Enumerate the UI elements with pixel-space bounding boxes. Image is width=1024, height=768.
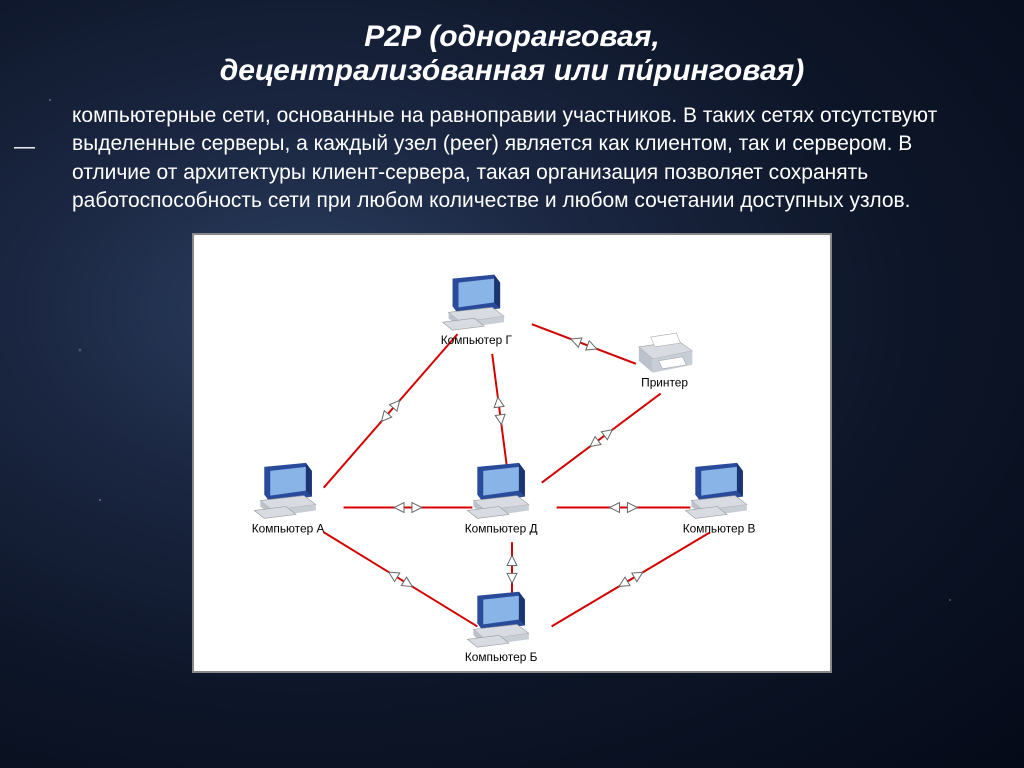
pc-node-icon: Компьютер Б	[465, 592, 538, 664]
title-block: Р2Р (одноранговая, децентрализо́ванная и…	[40, 20, 984, 88]
diagram-canvas: Компьютер А Компьютер Г Компьютер Д Компьют…	[194, 235, 830, 671]
node-label: Компьютер А	[252, 522, 325, 536]
printer-node-icon: Принтер	[639, 333, 693, 390]
pc-node-icon: Компьютер Д	[465, 463, 538, 535]
body-paragraph: компьютерные сети, основанные на равнопр…	[72, 102, 984, 215]
node-label: Компьютер В	[683, 522, 756, 536]
node-label: Принтер	[641, 376, 688, 390]
title-line-2: децентрализо́ванная или пи́ринговая)	[40, 54, 984, 88]
pc-node-icon: Компьютер А	[252, 463, 325, 535]
node-label: Компьютер Д	[465, 522, 538, 536]
title-line-1: Р2Р (одноранговая,	[40, 20, 984, 54]
network-diagram: Компьютер А Компьютер Г Компьютер Д Компьют…	[192, 233, 832, 673]
node-label: Компьютер Б	[465, 650, 538, 664]
pc-node-icon: Компьютер В	[683, 463, 756, 535]
pc-node-icon: Компьютер Г	[441, 275, 513, 347]
slide: Р2Р (одноранговая, децентрализо́ванная и…	[0, 0, 1024, 768]
node-label: Компьютер Г	[441, 333, 513, 347]
bullet-dash: —	[14, 135, 35, 159]
